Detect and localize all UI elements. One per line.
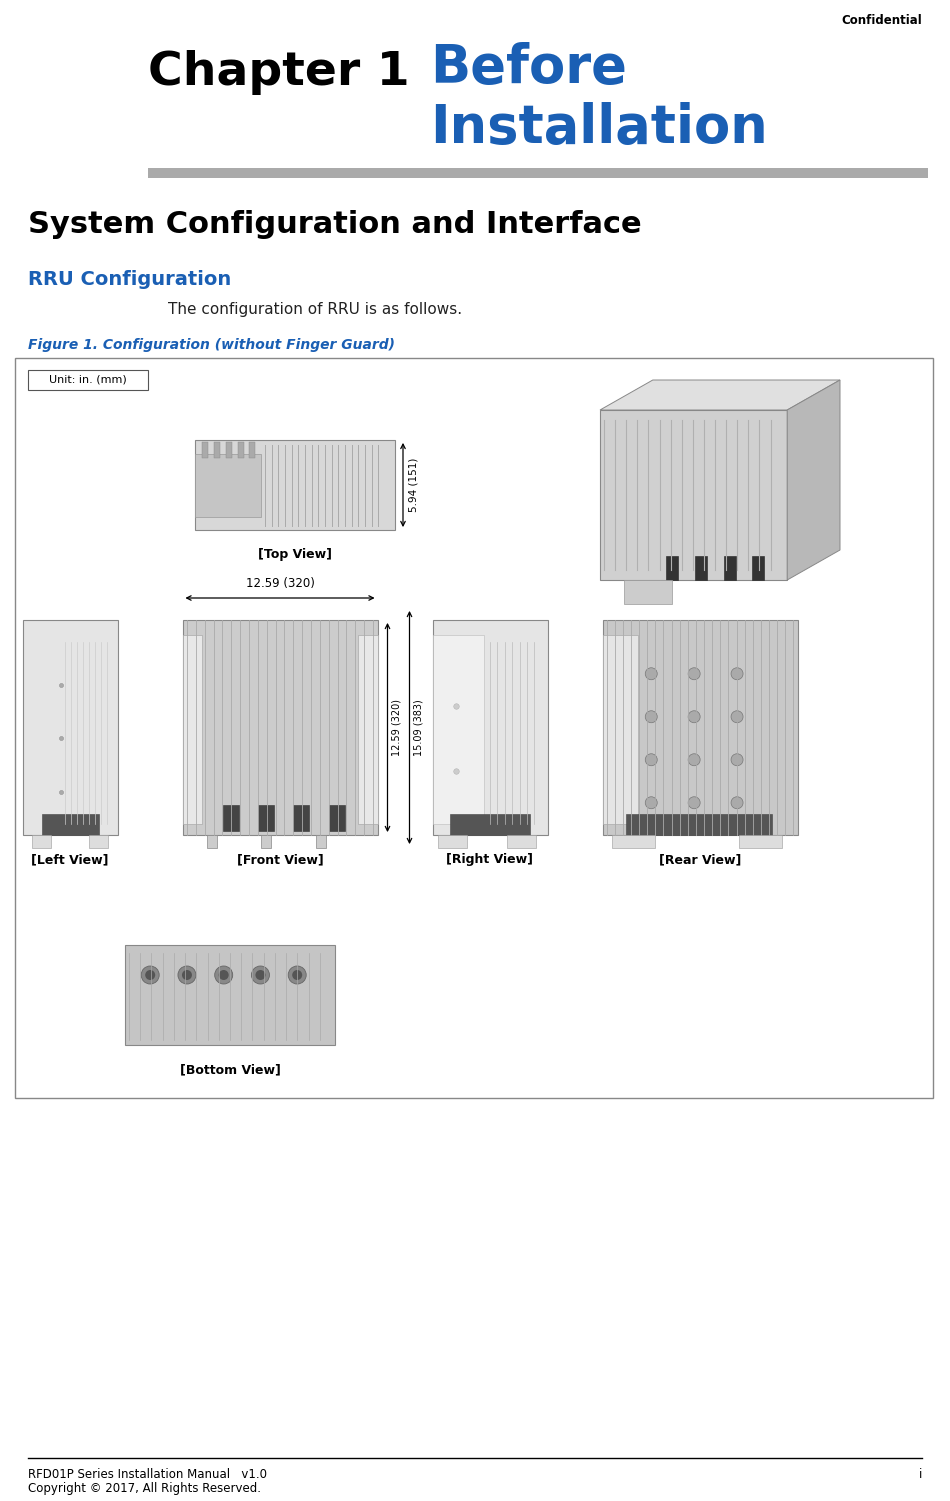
Text: [Top View]: [Top View] (258, 548, 332, 561)
Bar (294, 805, 310, 830)
Polygon shape (624, 579, 672, 603)
Bar (125, 946, 335, 1045)
Bar (202, 441, 208, 458)
Bar (223, 805, 239, 830)
Circle shape (688, 668, 700, 680)
Circle shape (732, 797, 743, 809)
Bar (214, 441, 219, 458)
Bar (449, 814, 530, 835)
Bar (739, 835, 782, 848)
Text: [Bottom View]: [Bottom View] (180, 1063, 280, 1076)
Circle shape (732, 754, 743, 766)
Bar (438, 835, 467, 848)
Circle shape (645, 711, 657, 723)
Circle shape (645, 754, 657, 766)
Text: System Configuration and Interface: System Configuration and Interface (28, 210, 641, 239)
Circle shape (252, 967, 270, 985)
Text: The configuration of RRU is as follows.: The configuration of RRU is as follows. (168, 302, 462, 317)
Bar (316, 835, 326, 848)
Text: Chapter 1: Chapter 1 (148, 50, 409, 95)
Circle shape (145, 970, 155, 980)
Polygon shape (600, 380, 840, 410)
Bar (694, 555, 707, 579)
Bar (182, 620, 377, 835)
Bar (195, 440, 395, 530)
Circle shape (688, 711, 700, 723)
Bar (329, 805, 345, 830)
Text: Copyright © 2017, All Rights Reserved.: Copyright © 2017, All Rights Reserved. (28, 1481, 261, 1495)
Bar (250, 441, 256, 458)
Text: Confidential: Confidential (842, 14, 922, 27)
Polygon shape (788, 380, 840, 579)
Bar (207, 835, 217, 848)
Bar (238, 441, 243, 458)
Bar (432, 635, 484, 824)
Bar (724, 555, 735, 579)
Text: Before: Before (430, 42, 627, 95)
Bar (226, 441, 232, 458)
Text: RRU Configuration: RRU Configuration (28, 270, 231, 290)
Circle shape (178, 967, 196, 985)
Bar (612, 835, 656, 848)
Text: 12.59 (320): 12.59 (320) (391, 699, 402, 757)
Circle shape (688, 754, 700, 766)
Text: 12.59 (320): 12.59 (320) (245, 576, 314, 590)
Bar (258, 805, 275, 830)
Bar (666, 555, 678, 579)
Bar (195, 453, 261, 516)
Circle shape (732, 668, 743, 680)
Bar (432, 620, 547, 835)
Text: i: i (919, 1468, 922, 1481)
Bar (28, 371, 148, 390)
Text: [Front View]: [Front View] (237, 853, 323, 866)
Bar (602, 620, 797, 835)
Bar (23, 620, 118, 835)
Text: Installation: Installation (430, 102, 768, 155)
Text: 15.09 (383): 15.09 (383) (413, 699, 424, 757)
Text: RFD01P Series Installation Manual   v1.0: RFD01P Series Installation Manual v1.0 (28, 1468, 267, 1481)
Circle shape (215, 967, 233, 985)
Circle shape (142, 967, 160, 985)
Circle shape (688, 797, 700, 809)
Bar (752, 555, 765, 579)
Circle shape (645, 797, 657, 809)
Bar (182, 635, 202, 824)
Text: Figure 1. Configuration (without Finger Guard): Figure 1. Configuration (without Finger … (28, 338, 395, 353)
Bar (148, 168, 928, 179)
Circle shape (732, 711, 743, 723)
Text: 5.94 (151): 5.94 (151) (408, 458, 418, 512)
Bar (358, 635, 377, 824)
Circle shape (218, 970, 229, 980)
Bar (600, 410, 788, 579)
Bar (32, 835, 51, 848)
Bar (261, 835, 272, 848)
Bar (89, 835, 108, 848)
Circle shape (288, 967, 306, 985)
Bar (42, 814, 99, 835)
Bar (626, 814, 772, 835)
Text: Unit: in. (mm): Unit: in. (mm) (49, 375, 127, 384)
Circle shape (182, 970, 192, 980)
Bar (15, 359, 933, 1099)
Bar (602, 635, 637, 824)
Circle shape (645, 668, 657, 680)
Text: [Rear View]: [Rear View] (658, 853, 741, 866)
Text: [Right View]: [Right View] (446, 853, 534, 866)
Circle shape (256, 970, 265, 980)
Bar (507, 835, 536, 848)
Circle shape (293, 970, 302, 980)
Text: [Left View]: [Left View] (31, 853, 108, 866)
